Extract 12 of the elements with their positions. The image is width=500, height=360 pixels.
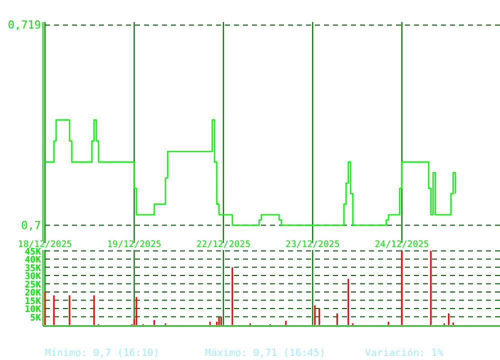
text: Máximo: 0,71 (16:45) [205,348,326,359]
y-tick-label: 20K [24,288,42,299]
y-tick-label: 10K [24,305,42,316]
y-tick-label: 0,7 [21,218,41,232]
y-tick-label: 0,719 [8,18,41,32]
x-tick-label: 19/12/2025 [107,240,162,250]
x-tick-label: 23/12/2025 [286,240,340,250]
y-tick-label: 5K [30,313,42,324]
text: Mínimo: 0,7 (16:10) [45,348,160,359]
x-tick-label: 24/12/2025 [374,240,429,250]
x-tick-label: 22/12/2025 [196,240,251,250]
text: Variación: 1% [365,348,444,359]
